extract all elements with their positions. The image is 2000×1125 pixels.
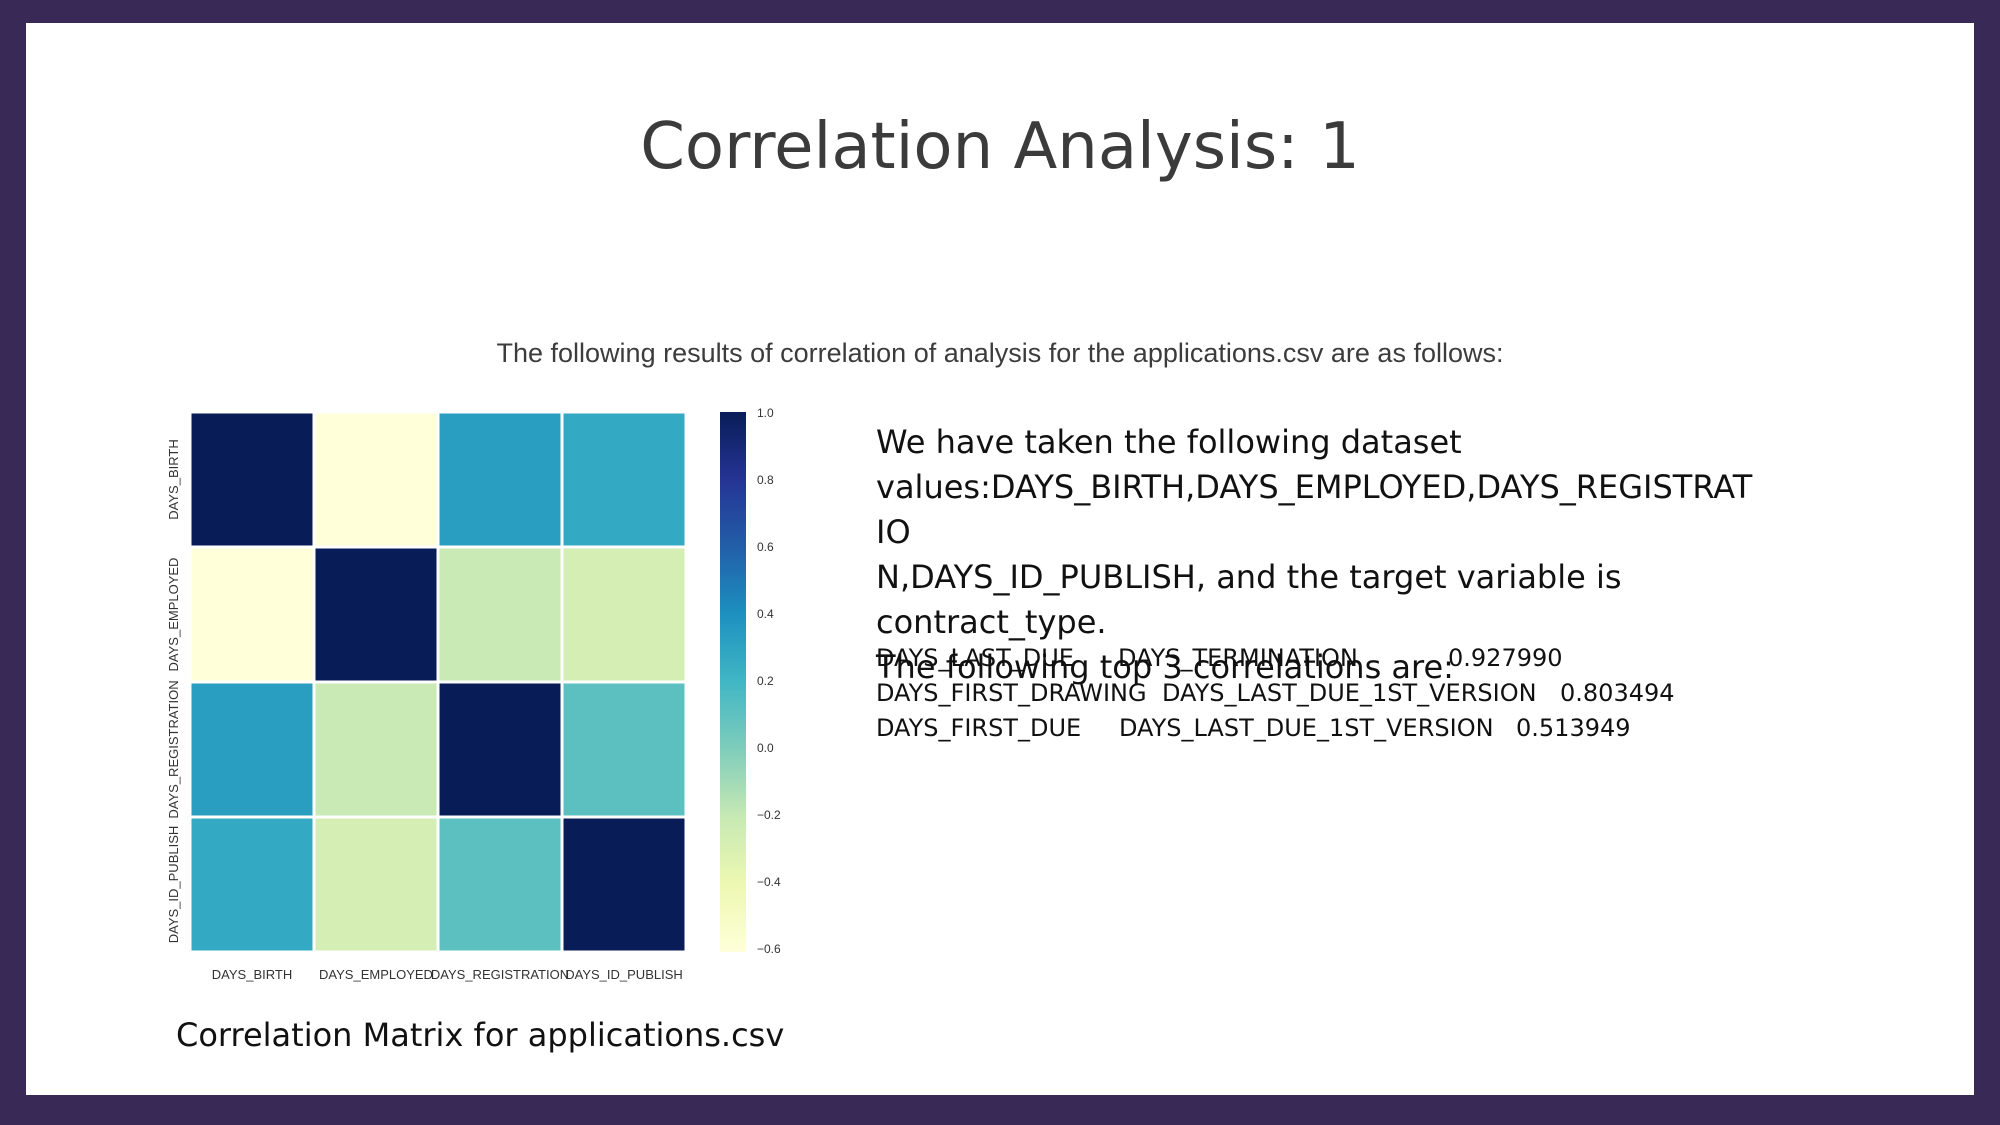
description-line: contract_type.	[876, 603, 1107, 641]
colorbar-tick-label: 0.6	[757, 540, 774, 554]
colorbar-tick-label: 0.0	[757, 741, 774, 755]
heatmap-cell	[560, 680, 688, 819]
description: We have taken the following dataset valu…	[876, 420, 1756, 690]
correlation-value: 0.803494	[1560, 679, 1675, 707]
correlation-var1: DAYS_FIRST_DUE	[876, 714, 1082, 742]
chart-caption: Correlation Matrix for applications.csv	[176, 1016, 785, 1054]
heatmap-cell	[188, 410, 316, 549]
colorbar-tick-label: −0.6	[757, 942, 781, 956]
description-line: values:DAYS_BIRTH,DAYS_EMPLOYED,DAYS_REG…	[876, 468, 1753, 551]
heatmap-cell	[560, 815, 688, 954]
y-tick-label: DAYS_BIRTH	[166, 439, 181, 519]
correlation-value: 0.927990	[1448, 644, 1563, 672]
heatmap-cell	[560, 410, 688, 549]
correlation-var2: DAYS_LAST_DUE_1ST_VERSION	[1119, 714, 1494, 742]
y-tick-label: DAYS_ID_PUBLISH	[166, 826, 181, 944]
correlation-var2: DAYS_TERMINATION	[1118, 644, 1358, 672]
y-tick-label: DAYS_EMPLOYED	[166, 558, 181, 672]
correlation-var1: DAYS_LAST_DUE	[876, 644, 1074, 672]
heatmap-cell	[312, 545, 440, 684]
heatmap-cell	[436, 545, 564, 684]
y-tick-label: DAYS_REGISTRATION	[166, 680, 181, 818]
heatmap-cell	[560, 545, 688, 684]
colorbar-tick-label: 0.4	[757, 607, 774, 621]
x-tick-label: DAYS_ID_PUBLISH	[565, 967, 683, 982]
correlation-value: 0.513949	[1516, 714, 1631, 742]
heatmap-cell	[312, 680, 440, 819]
heatmap-cell	[312, 410, 440, 549]
heatmap-cell	[188, 545, 316, 684]
colorbar	[720, 412, 746, 952]
heatmap-cell	[188, 815, 316, 954]
x-tick-label: DAYS_REGISTRATION	[431, 967, 569, 982]
heatmap-cell	[312, 815, 440, 954]
description-line: The following top 3 correlations are:	[876, 648, 1454, 686]
colorbar-tick-label: −0.4	[757, 875, 781, 889]
description-line: We have taken the following dataset	[876, 423, 1462, 461]
heatmap-cell	[188, 680, 316, 819]
correlation-var1: DAYS_FIRST_DRAWING	[876, 679, 1147, 707]
x-tick-label: DAYS_EMPLOYED	[319, 967, 433, 982]
colorbar-tick-label: −0.2	[757, 808, 781, 822]
colorbar-tick-label: 1.0	[757, 406, 774, 420]
colorbar-tick-label: 0.8	[757, 473, 774, 487]
heatmap-cell	[436, 680, 564, 819]
slide-title: Correlation Analysis: 1	[640, 110, 1360, 184]
heatmap-cell	[436, 410, 564, 549]
x-tick-label: DAYS_BIRTH	[212, 967, 292, 982]
slide-subtitle: The following results of correlation of …	[496, 338, 1504, 368]
correlation-var2: DAYS_LAST_DUE_1ST_VERSION	[1162, 679, 1537, 707]
heatmap-cell	[436, 815, 564, 954]
description-line: N,DAYS_ID_PUBLISH, and the target variab…	[876, 558, 1622, 596]
colorbar-tick-label: 0.2	[757, 674, 774, 688]
